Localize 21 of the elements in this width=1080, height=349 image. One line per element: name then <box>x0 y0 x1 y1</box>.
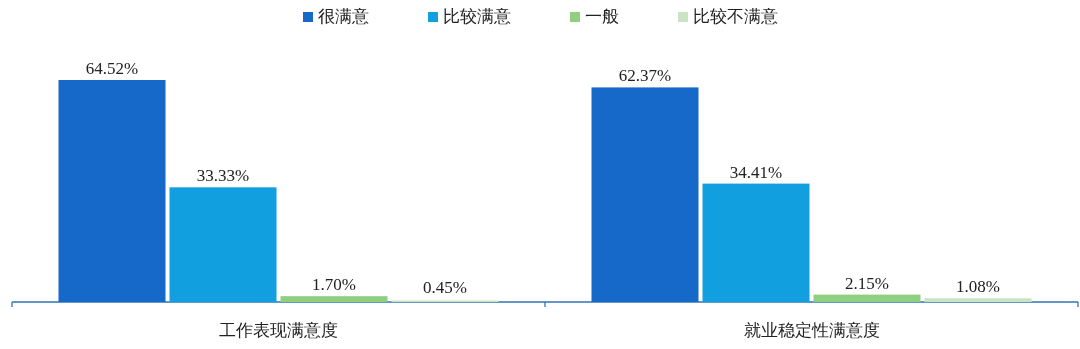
data-label: 1.08% <box>956 277 1000 297</box>
bar <box>280 296 388 302</box>
x-tick-label: 就业稳定性满意度 <box>743 321 880 340</box>
data-label: 62.37% <box>618 66 672 86</box>
bar <box>702 183 810 302</box>
legend-label: 一般 <box>585 7 619 26</box>
bar <box>813 294 921 302</box>
legend-label: 比较满意 <box>443 7 511 26</box>
data-label: 33.33% <box>196 166 250 186</box>
bar <box>924 298 1032 302</box>
data-label: 34.41% <box>729 162 783 182</box>
data-label: 64.52% <box>85 59 139 78</box>
data-label: 2.15% <box>845 273 889 293</box>
bar <box>58 80 166 302</box>
bar <box>169 187 277 302</box>
bar <box>591 87 699 302</box>
x-tick-label: 工作表现满意度 <box>219 321 338 340</box>
data-label: 0.45% <box>423 278 467 297</box>
data-label: 1.70% <box>312 275 356 295</box>
legend-label: 比较不满意 <box>693 7 778 26</box>
legend-label: 很满意 <box>318 7 369 26</box>
